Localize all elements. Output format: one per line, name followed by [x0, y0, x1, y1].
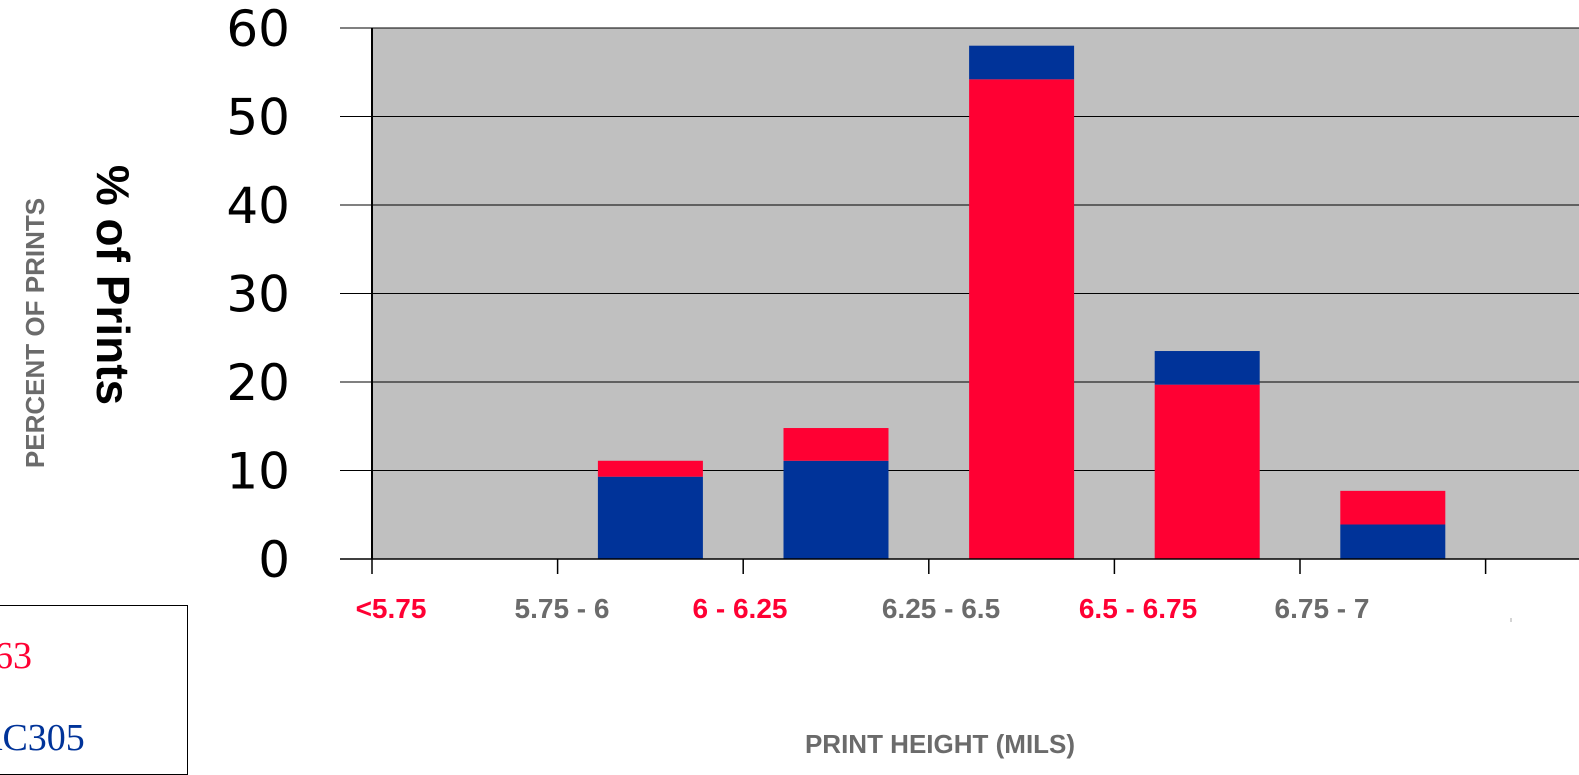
bar-segment-ac305: [969, 45, 1075, 80]
legend-entry-n63: n63: [0, 635, 32, 677]
x-axis-title: PRINT HEIGHT (MILS): [805, 729, 1075, 759]
x-tick-label: 6 - 6.25: [693, 593, 788, 624]
x-tick-label: <5.75: [356, 593, 427, 624]
bar-segment-n63: [783, 428, 889, 461]
legend-entry-ac305: AC305: [0, 717, 85, 759]
bar-segment-ac305: [1340, 524, 1446, 559]
bar-segment-ac305: [783, 460, 889, 559]
legend: n63 AC305: [0, 605, 188, 775]
y-tick-label: 40: [226, 177, 290, 235]
y-axis-title-overlay: % of Prints: [87, 165, 139, 405]
y-tick-label: 50: [226, 89, 290, 147]
bar-segment-n63: [1340, 490, 1446, 525]
bars: [597, 45, 1446, 559]
bar-segment-n63: [969, 79, 1075, 559]
bar-segment-ac305: [597, 476, 703, 559]
y-tick-labels: 0 10 20 30 40 50 60: [226, 0, 290, 589]
bar-segment-n63: [597, 460, 703, 477]
bar-segment-n63: [1154, 384, 1260, 559]
y-axis-title: PERCENT OF PRINTS: [20, 198, 50, 468]
y-tick-label: 0: [258, 531, 290, 589]
x-tick-label: 6.5 - 6.75: [1079, 593, 1197, 624]
x-tick-label: 5.75 - 6: [515, 593, 610, 624]
x-tick-label: 6.75 - 7: [1275, 593, 1370, 624]
y-tick-label: 30: [226, 266, 290, 324]
bar-segment-ac305: [1154, 351, 1260, 385]
x-ticks: <5.75 5.75 - 6 6 - 6.25 6.25 - 6.5 6.5 - 6.7…: [356, 559, 1487, 624]
y-tick-label: 20: [226, 354, 290, 412]
x-tick-label: 6.25 - 6.5: [882, 593, 1000, 624]
y-tick-label: 10: [226, 443, 290, 501]
y-tick-label: 60: [226, 0, 290, 58]
